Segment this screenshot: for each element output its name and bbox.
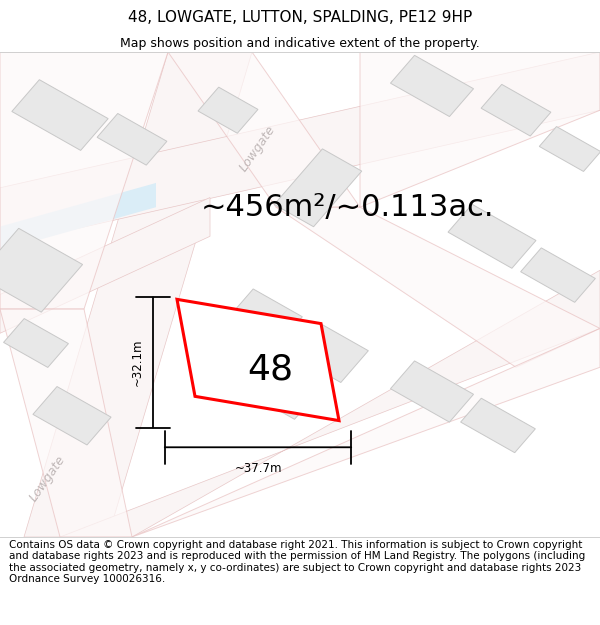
Polygon shape <box>12 79 108 151</box>
Text: 48: 48 <box>247 352 293 387</box>
Polygon shape <box>24 52 252 537</box>
Polygon shape <box>226 289 302 349</box>
Polygon shape <box>391 56 473 116</box>
Polygon shape <box>33 386 111 445</box>
Text: Contains OS data © Crown copyright and database right 2021. This information is : Contains OS data © Crown copyright and d… <box>9 539 585 584</box>
Polygon shape <box>60 270 600 537</box>
Polygon shape <box>274 149 362 227</box>
Polygon shape <box>168 52 360 208</box>
Polygon shape <box>97 114 167 165</box>
Polygon shape <box>461 398 535 452</box>
Text: Lowgate: Lowgate <box>238 124 278 174</box>
Polygon shape <box>177 299 339 421</box>
Polygon shape <box>0 198 210 333</box>
Polygon shape <box>521 248 595 302</box>
Polygon shape <box>132 329 600 537</box>
Polygon shape <box>0 52 600 246</box>
Polygon shape <box>245 364 319 419</box>
Polygon shape <box>0 52 168 309</box>
Text: Map shows position and indicative extent of the property.: Map shows position and indicative extent… <box>120 38 480 51</box>
Polygon shape <box>292 323 368 382</box>
Polygon shape <box>481 84 551 136</box>
Polygon shape <box>0 228 83 312</box>
Polygon shape <box>539 126 600 171</box>
Polygon shape <box>391 361 473 422</box>
Polygon shape <box>276 208 600 368</box>
Polygon shape <box>0 309 132 537</box>
Polygon shape <box>198 87 258 133</box>
Polygon shape <box>448 204 536 268</box>
Polygon shape <box>4 319 68 368</box>
Text: ~37.7m: ~37.7m <box>234 462 282 475</box>
Text: ~456m²/~0.113ac.: ~456m²/~0.113ac. <box>201 192 495 222</box>
Polygon shape <box>0 183 156 251</box>
Text: ~32.1m: ~32.1m <box>131 339 144 386</box>
Text: Lowgate: Lowgate <box>28 453 68 504</box>
Polygon shape <box>360 52 600 208</box>
Text: 48, LOWGATE, LUTTON, SPALDING, PE12 9HP: 48, LOWGATE, LUTTON, SPALDING, PE12 9HP <box>128 11 472 26</box>
